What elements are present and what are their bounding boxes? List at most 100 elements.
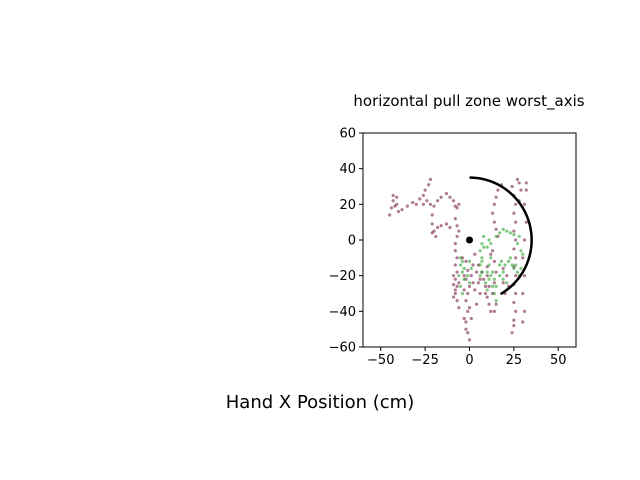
scatter-point (469, 266, 473, 271)
scatter-point (434, 234, 438, 239)
scatter-point (457, 281, 461, 285)
scatter-point (453, 263, 457, 267)
scatter-point (489, 252, 493, 256)
scatter-point (515, 241, 520, 246)
scatter-point (485, 295, 489, 299)
scatter-point (501, 227, 505, 231)
scatter-point (475, 302, 479, 306)
scatter-point (462, 274, 466, 278)
scatter-point (492, 220, 496, 224)
y-axis: −60 −40 −20 0 20 40 60 (329, 127, 363, 356)
scatter-point (485, 274, 489, 278)
scatter-point (448, 195, 452, 199)
scatter-point (453, 291, 457, 296)
scatter-point (478, 249, 482, 253)
scatter-point (469, 316, 473, 321)
scatter-point (455, 270, 459, 274)
scatter-point (462, 288, 466, 292)
scatter-point (487, 263, 491, 267)
scatter-point (494, 270, 498, 274)
scatter-point (451, 282, 456, 287)
scatter-point (418, 197, 422, 201)
scatter-point (439, 195, 443, 199)
scatter-point (521, 252, 525, 256)
scatter-point (466, 291, 470, 296)
scatter-point (480, 259, 484, 263)
scatter-point (514, 202, 518, 206)
scatter-point (467, 306, 472, 310)
scatter-point (455, 224, 459, 228)
scatter-point (524, 220, 528, 224)
scatter-point (444, 222, 449, 226)
scatter-point (451, 295, 456, 299)
scatter-point (400, 208, 404, 212)
scatter-point (466, 309, 470, 313)
scatter-point (395, 195, 399, 199)
scatter-point (512, 324, 516, 328)
scatter-point (457, 274, 461, 278)
scatter-point (524, 181, 528, 185)
scatter-point (482, 234, 486, 239)
scatter-point (492, 281, 496, 285)
scatter-point (480, 270, 484, 274)
scatter-point (498, 263, 502, 267)
scatter-point (459, 256, 463, 260)
scatter-point (471, 281, 475, 285)
scatter-point (478, 263, 482, 267)
scatter-point (515, 177, 520, 181)
x-axis: −50 −25 0 25 50 (367, 347, 567, 368)
scatter-point (492, 309, 496, 313)
scatter-point (457, 229, 461, 233)
scatter-point (467, 259, 472, 263)
scatter-point (483, 291, 488, 296)
scatter-point (501, 277, 505, 281)
scatter-point (492, 259, 496, 263)
scatter-point (473, 252, 477, 256)
chart-title: horizontal pull zone worst_axis (353, 92, 584, 111)
scatter-point (494, 299, 498, 303)
scatter-point (512, 247, 516, 251)
scatter-point (512, 211, 516, 215)
y-tick-label: 40 (339, 162, 356, 177)
scatter-point (514, 309, 518, 313)
scatter-point (391, 199, 395, 203)
scatter-point (451, 199, 456, 203)
scatter-point (503, 263, 507, 267)
reach-arc (469, 176, 533, 296)
scatter-point (485, 288, 489, 292)
scatter-point (496, 188, 500, 192)
scatter-point (521, 291, 525, 296)
scatter-point (489, 309, 493, 313)
scatter-point (460, 259, 464, 263)
x-axis-label: Hand X Position (cm) (226, 392, 414, 413)
y-tick-label: 0 (348, 234, 356, 249)
scatter-point (466, 268, 470, 272)
scatter-point (512, 233, 516, 237)
scatter-point (522, 274, 527, 278)
scatter-point (514, 220, 518, 224)
scatter-point (478, 291, 482, 296)
scatter-point (505, 229, 509, 233)
scatter-point (460, 291, 464, 296)
scatter-point (514, 263, 518, 267)
scatter-point (455, 284, 459, 288)
scatter-point (480, 256, 484, 260)
scatter-point (515, 270, 520, 274)
scatter-point (490, 211, 495, 215)
scatter-point (514, 256, 518, 260)
scatter-point (508, 256, 512, 260)
scatter-point (435, 225, 440, 230)
x-tick-label: 25 (506, 353, 523, 368)
scatter-point (476, 281, 480, 285)
scatter-point (455, 256, 459, 260)
y-tick-label: −60 (329, 341, 356, 356)
scatter-point (464, 299, 468, 303)
scatter-point (512, 300, 516, 305)
x-tick-label: 0 (465, 353, 473, 368)
scatter-point (469, 274, 473, 278)
scatter-point (460, 270, 464, 274)
scatter-point (501, 270, 505, 274)
scatter-point (471, 263, 475, 267)
scatter-point (453, 249, 457, 253)
